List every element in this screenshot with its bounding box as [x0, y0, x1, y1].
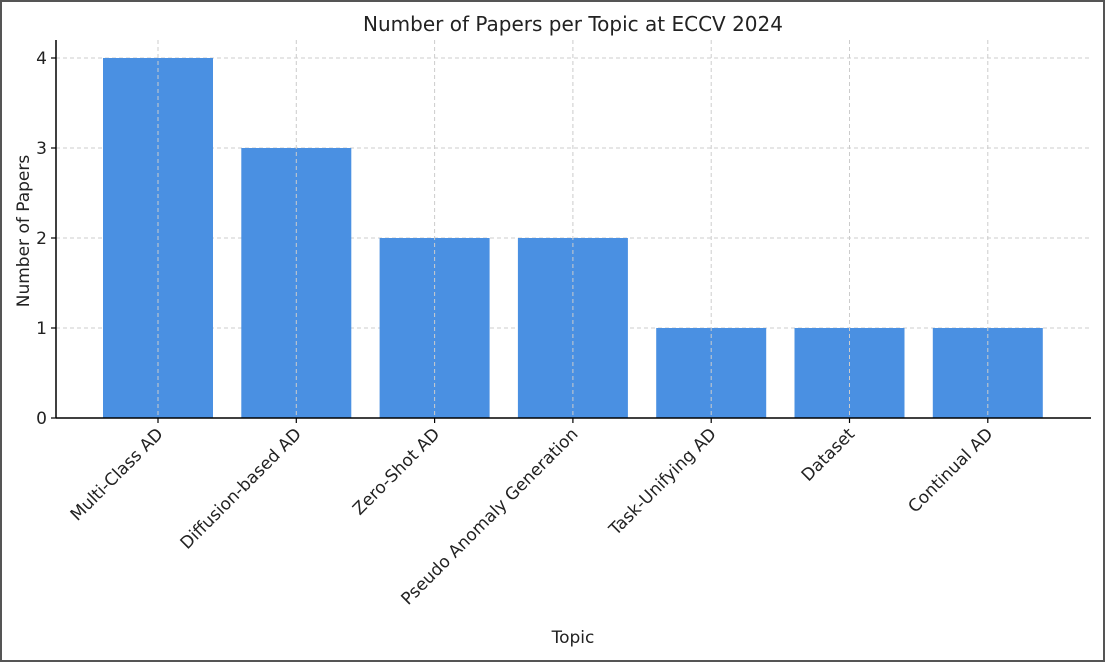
x-tick-label: Diffusion-based AD: [177, 424, 306, 553]
x-tick-labels: Multi-Class AD Diffusion-based AD Zero-Sho…: [67, 424, 998, 609]
y-tick-label: 2: [36, 229, 47, 249]
chart-title: Number of Papers per Topic at ECCV 2024: [363, 12, 783, 36]
y-tick-label: 3: [36, 139, 47, 159]
y-tick-label: 1: [36, 319, 47, 339]
bar-diffusion-based-ad: [241, 148, 352, 418]
y-tick-label: 4: [36, 49, 47, 69]
x-tick-label: Continual AD: [905, 424, 998, 517]
y-tick-labels: 0 1 2 3 4: [36, 49, 47, 429]
x-tick-label: Dataset: [798, 424, 859, 485]
y-axis-label: Number of Papers: [14, 155, 34, 308]
y-tick-label: 0: [36, 409, 47, 429]
grid-lines: [56, 57, 1091, 329]
x-tick-label: Zero-Shot AD: [349, 424, 444, 519]
axes: [51, 40, 1091, 423]
x-tick-label: Task-Unifying AD: [605, 424, 721, 540]
x-tick-label: Multi-Class AD: [67, 424, 168, 525]
x-axis-label: Topic: [551, 628, 595, 648]
